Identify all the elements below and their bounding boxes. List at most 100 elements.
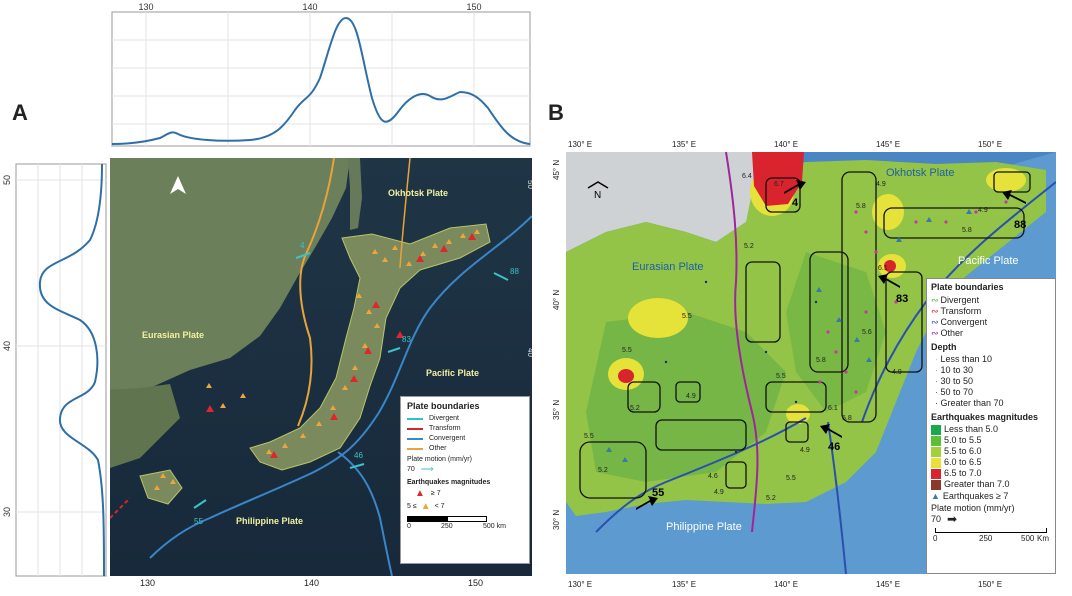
legend-b-mag-2-label: 5.5 to 6.0 [944, 446, 982, 456]
legend-a-other: Other [407, 445, 523, 452]
legend-a-divergent: Divergent [407, 415, 523, 422]
mag-swatch [931, 479, 941, 490]
legend-a-eq-small-right: < 7 [434, 503, 445, 510]
motion-83-label: 83 [402, 335, 411, 344]
value-label: 4.9 [876, 181, 886, 188]
blue-triangle-icon: ▲ [931, 491, 940, 501]
panel-a-legend: Plate boundaries Divergent Transform Con… [400, 396, 530, 564]
side-tick-40: 40 [2, 341, 12, 351]
other-line-icon: ∾ [931, 328, 939, 338]
value-label: 5.8 [962, 227, 972, 234]
value-label: 4.9 [714, 489, 724, 496]
value-label: 5.5 [584, 433, 594, 440]
b-bottom-tick-145: 145° E [876, 580, 901, 589]
legend-b-eq7: ▲ Earthquakes ≥ 7 [931, 491, 1051, 502]
eurasian-plate-label: Eurasian Plate [142, 330, 204, 340]
legend-b-boundaries-title: Plate boundaries [931, 282, 1004, 292]
north-arrow-icon [170, 176, 186, 194]
mag-swatch [931, 468, 941, 479]
depth-dot-icon: · [935, 354, 938, 364]
value-label: 5.6 [862, 329, 872, 336]
legend-b-depth-2: · 30 to 50 [935, 376, 1051, 387]
value-label: 5.5 [776, 373, 786, 380]
legend-b-scale-bar [935, 528, 1047, 533]
scale-a-end: 500 km [483, 523, 506, 530]
legend-b-other: ∾ Other [931, 328, 1051, 339]
legend-b-divergent: ∾ Divergent [931, 295, 1051, 306]
legend-b-eq7-label: Earthquakes ≥ 7 [942, 491, 1009, 501]
value-label: 5.8 [816, 357, 826, 364]
legend-b-motion: 70 ➡ [931, 512, 1051, 526]
legend-a-eq-small: 5 ≤ ▲ < 7 [407, 501, 523, 512]
legend-a-transform-label: Transform [429, 425, 461, 432]
value-label: 4.6 [708, 473, 718, 480]
motion-arrow-icon: ⟶ [420, 464, 434, 474]
black-arrow-icon: ➡ [947, 512, 958, 526]
scale-b-end: 500 [1021, 534, 1035, 543]
legend-b-mag-2: 5.5 to 6.0 [931, 446, 1051, 457]
depth-dot-icon: · [935, 376, 938, 386]
b-bottom-tick-140: 140° E [774, 580, 799, 589]
value-label: 6.1 [828, 405, 838, 412]
b-lat-40: 40° N [552, 289, 561, 310]
b-bottom-tick-135: 135° E [672, 580, 697, 589]
legend-b-depth-3: · 50 to 70 [935, 387, 1051, 398]
panel-b-bottom-axis: 130° E 135° E 140° E 145° E 150° E [560, 580, 1060, 592]
legend-a-transform: Transform [407, 425, 523, 432]
b-motion-55-label: 55 [652, 487, 664, 499]
panel-a-bottom-axis: 130 140 150 [110, 578, 532, 592]
top-tick-150: 150 [466, 2, 481, 12]
value-label: 5.2 [766, 495, 776, 502]
latitude-density-plot: 50 40 30 [0, 160, 108, 580]
motion-88-label: 88 [510, 267, 519, 276]
bottom-tick-140: 140 [304, 578, 320, 588]
legend-a-title: Plate boundaries [407, 401, 480, 411]
b-bottom-tick-150: 150° E [978, 580, 1003, 589]
legend-b-mag-3: 6.0 to 6.5 [931, 457, 1051, 468]
legend-a-motion-value: 70 [407, 466, 415, 473]
legend-a-convergent-label: Convergent [429, 435, 466, 442]
legend-b-transform: ∾ Transform [931, 306, 1051, 317]
longitude-density-plot: 130 140 150 [110, 0, 532, 148]
legend-b-depth-0-label: Less than 10 [940, 354, 993, 364]
depth-dot-icon: · [935, 387, 938, 397]
legend-b-convergent-label: Convergent [940, 317, 988, 327]
legend-b-mag-3-label: 6.0 to 6.5 [944, 457, 982, 467]
value-label: 5.2 [744, 243, 754, 250]
legend-b-scale-labels: 0 250 500 Km [931, 533, 1051, 543]
depth-dot-icon: · [935, 365, 938, 375]
b-top-tick-140: 140° E [774, 140, 799, 149]
b-motion-83-label: 83 [896, 293, 908, 305]
legend-b-depth-0: · Less than 10 [935, 354, 1051, 365]
side-tick-50: 50 [2, 175, 12, 185]
scale-b-unit: Km [1037, 534, 1049, 543]
legend-b-mag-4: 6.5 to 7.0 [931, 468, 1051, 479]
value-label: 4.9 [892, 369, 902, 376]
panel-a-letter: A [12, 100, 28, 125]
map-a-lat-50: 50 [526, 180, 532, 189]
divergent-line-icon: ∾ [931, 295, 939, 305]
b-top-tick-135: 135° E [672, 140, 697, 149]
legend-b-depth-1: · 10 to 30 [935, 365, 1051, 376]
legend-b-depth-3-label: 50 to 70 [940, 387, 974, 397]
b-lat-30: 30° N [552, 509, 561, 530]
legend-b-depth-title: Depth [931, 342, 957, 352]
value-label: 5.8 [842, 415, 852, 422]
legend-b-divergent-label: Divergent [940, 295, 980, 305]
b-bottom-tick-130: 130° E [568, 580, 593, 589]
b-top-tick-145: 145° E [876, 140, 901, 149]
panel-b-top-axis: 130° E 135° E 140° E 145° E 150° E [560, 140, 1060, 152]
value-label: 5.5 [682, 313, 692, 320]
scale-bar-black [407, 516, 447, 522]
legend-a-scale [407, 516, 523, 522]
motion-55-label: 55 [194, 517, 203, 526]
b-philippine-plate-label: Philippine Plate [666, 521, 742, 533]
legend-b-motion-value: 70 [931, 514, 942, 524]
depth-dot-icon: · [935, 398, 938, 408]
divergent-swatch [407, 417, 423, 420]
value-label: 4.9 [978, 207, 988, 214]
legend-a-motion: 70 ⟶ [407, 464, 523, 475]
b-top-tick-130: 130° E [568, 140, 593, 149]
legend-b-mag-0-label: Less than 5.0 [944, 424, 999, 434]
red-triangle-icon: ▲ [415, 488, 425, 499]
